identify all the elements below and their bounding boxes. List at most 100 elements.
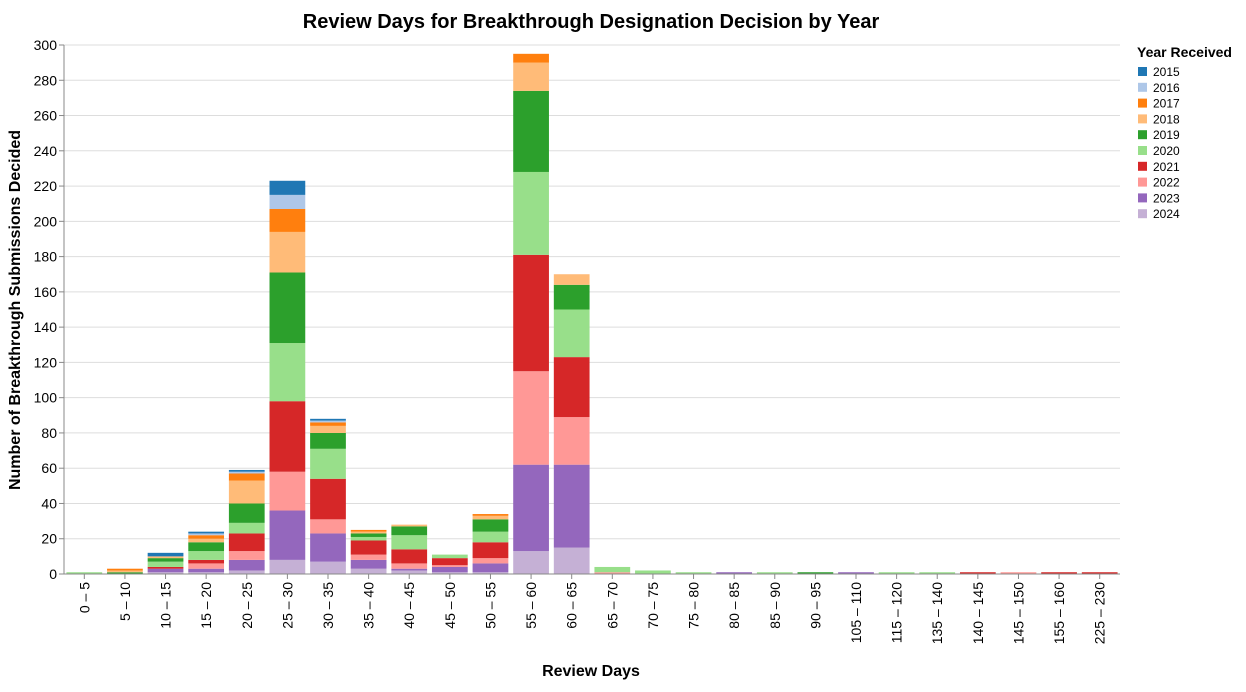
bar-segment-2015[interactable]: 30 – 35 | 2015: 1 — [310, 418, 346, 421]
bar-segment-2021[interactable]: 55 – 60 | 2021: 66 — [513, 254, 549, 372]
bar-segment-2021[interactable]: 30 – 35 | 2021: 23 — [310, 478, 346, 520]
bar-segment-2016[interactable]: 25 – 30 | 2016: 8 — [269, 194, 306, 209]
bar-segment-2023[interactable]: 80 – 85 | 2023: 1 — [716, 572, 753, 574]
bar-segment-2019[interactable]: 60 – 65 | 2019: 14 — [553, 284, 590, 310]
bar-segment-2017[interactable]: 35 – 40 | 2017: 1 — [350, 529, 387, 532]
bar-segment-2020[interactable]: 45 – 50 | 2020: 2 — [431, 554, 468, 559]
bar-segment-2018[interactable]: 20 – 25 | 2018: 13 — [228, 480, 265, 504]
bar-segment-2024[interactable]: 45 – 50 | 2024: 1 — [431, 572, 468, 574]
bar-segment-2023[interactable]: 45 – 50 | 2023: 3 — [431, 566, 468, 573]
bar-segment-2019[interactable]: 10 – 15 | 2019: 2 — [147, 558, 184, 562]
bar-segment-2021[interactable]: 35 – 40 | 2021: 8 — [350, 540, 387, 555]
bar-segment-2021[interactable]: 155 – 160 | 2021: 1 — [1041, 572, 1077, 574]
bar-segment-2024[interactable]: 15 – 20 | 2024: 1 — [188, 572, 225, 574]
bar-segment-2020[interactable]: 35 – 40 | 2020: 2 — [350, 536, 387, 541]
bar-segment-2020[interactable]: 50 – 55 | 2020: 6 — [472, 531, 509, 543]
bar-segment-2019[interactable]: 20 – 25 | 2019: 11 — [228, 503, 265, 523]
bar-segment-2024[interactable]: 30 – 35 | 2024: 7 — [310, 561, 346, 574]
bar-segment-2017[interactable]: 15 – 20 | 2017: 2 — [188, 535, 225, 539]
bar-segment-2017[interactable]: 55 – 60 | 2017: 5 — [513, 53, 549, 63]
bar-segment-2022[interactable]: 55 – 60 | 2022: 53 — [513, 371, 549, 465]
bar-segment-2017[interactable]: 30 – 35 | 2017: 2 — [310, 422, 346, 426]
bar-segment-2018[interactable]: 30 – 35 | 2018: 4 — [310, 425, 346, 433]
bar-segment-2019[interactable]: 35 – 40 | 2019: 2 — [350, 533, 387, 537]
bar-segment-2024[interactable]: 10 – 15 | 2024: 1 — [147, 572, 184, 574]
bar-segment-2019[interactable]: 55 – 60 | 2019: 46 — [513, 90, 549, 172]
bar-segment-2020[interactable]: 10 – 15 | 2020: 3 — [147, 561, 184, 567]
bar-segment-2018[interactable]: 35 – 40 | 2018: 1 — [350, 531, 387, 534]
bar-segment-2021[interactable]: 60 – 65 | 2021: 34 — [553, 357, 590, 418]
bar-segment-2016[interactable]: 30 – 35 | 2016: 1 — [310, 420, 346, 423]
bar-segment-2023[interactable]: 30 – 35 | 2023: 16 — [310, 533, 346, 562]
bar-segment-2022[interactable]: 145 – 150 | 2022: 1 — [1000, 572, 1037, 574]
bar-segment-2022[interactable]: 25 – 30 | 2022: 22 — [269, 471, 306, 511]
bar-segment-2024[interactable]: 40 – 45 | 2024: 2 — [391, 570, 428, 574]
bar-segment-2017[interactable]: 5 – 10 | 2017: 1 — [107, 568, 143, 571]
bar-segment-2023[interactable]: 40 – 45 | 2023: 1 — [391, 568, 428, 571]
bar-segment-2020[interactable]: 55 – 60 | 2020: 47 — [513, 171, 549, 255]
bar-segment-2019[interactable]: 15 – 20 | 2019: 5 — [188, 542, 225, 552]
bar-segment-2023[interactable]: 35 – 40 | 2023: 5 — [350, 559, 387, 569]
bar-segment-2023[interactable]: 15 – 20 | 2023: 2 — [188, 568, 225, 573]
bar-segment-2015[interactable]: 15 – 20 | 2015: 1 — [188, 531, 225, 534]
bar-segment-2022[interactable]: 40 – 45 | 2022: 3 — [391, 563, 428, 569]
bar-segment-2020[interactable]: 85 – 90 | 2020: 1 — [756, 572, 793, 574]
bar-segment-2023[interactable]: 105 – 110 | 2023: 1 — [838, 572, 874, 574]
bar-segment-2024[interactable]: 35 – 40 | 2024: 3 — [350, 568, 387, 574]
bar-segment-2020[interactable]: 30 – 35 | 2020: 17 — [310, 448, 346, 479]
bar-segment-2021[interactable]: 225 – 230 | 2021: 1 — [1081, 572, 1118, 574]
bar-segment-2023[interactable]: 20 – 25 | 2023: 6 — [228, 559, 265, 571]
bar-segment-2021[interactable]: 45 – 50 | 2021: 4 — [431, 558, 468, 566]
bar-segment-2017[interactable]: 20 – 25 | 2017: 4 — [228, 473, 265, 481]
bar-segment-2018[interactable]: 40 – 45 | 2018: 1 — [391, 524, 428, 527]
bar-segment-2015[interactable]: 25 – 30 | 2015: 8 — [269, 180, 306, 195]
bar-segment-2021[interactable]: 25 – 30 | 2021: 40 — [269, 401, 306, 472]
bar-segment-2022[interactable]: 15 – 20 | 2022: 3 — [188, 563, 225, 569]
bar-segment-2019[interactable]: 25 – 30 | 2019: 40 — [269, 272, 306, 344]
bar-segment-2020[interactable]: 115 – 120 | 2020: 1 — [878, 572, 915, 574]
bar-segment-2020[interactable]: 25 – 30 | 2020: 33 — [269, 343, 306, 402]
bar-segment-2021[interactable]: 140 – 145 | 2021: 1 — [959, 572, 996, 574]
bar-segment-2016[interactable]: 15 – 20 | 2016: 1 — [188, 533, 225, 536]
bar-segment-2020[interactable]: 65 – 70 | 2020: 3 — [594, 566, 631, 573]
bar-segment-2018[interactable]: 60 – 65 | 2018: 6 — [553, 274, 590, 285]
bar-segment-2022[interactable]: 45 – 50 | 2022: 1 — [431, 565, 468, 567]
bar-segment-2023[interactable]: 25 – 30 | 2023: 28 — [269, 510, 306, 560]
bar-segment-2022[interactable]: 35 – 40 | 2022: 3 — [350, 554, 387, 560]
bar-segment-2024[interactable]: 20 – 25 | 2024: 2 — [228, 570, 265, 574]
bar-segment-2020[interactable]: 60 – 65 | 2020: 27 — [553, 309, 590, 358]
bar-segment-2024[interactable]: 50 – 55 | 2024: 1 — [472, 572, 509, 574]
bar-segment-2019[interactable]: 90 – 95 | 2019: 1 — [797, 572, 834, 574]
bar-segment-2016[interactable]: 20 – 25 | 2016: 1 — [228, 471, 265, 474]
bar-segment-2021[interactable]: 15 – 20 | 2021: 2 — [188, 559, 225, 564]
bar-segment-2020[interactable]: 70 – 75 | 2020: 2 — [635, 570, 671, 574]
bar-segment-2020[interactable]: 40 – 45 | 2020: 8 — [391, 535, 428, 550]
bar-segment-2020[interactable]: 0 – 5 | 2020: 1 — [66, 572, 103, 574]
bar-segment-2024[interactable]: 60 – 65 | 2024: 15 — [553, 547, 590, 574]
bar-segment-2023[interactable]: 55 – 60 | 2023: 49 — [513, 464, 549, 552]
bar-segment-2018[interactable]: 15 – 20 | 2018: 2 — [188, 538, 225, 543]
bar-segment-2020[interactable]: 15 – 20 | 2020: 5 — [188, 551, 225, 560]
bar-segment-2023[interactable]: 10 – 15 | 2023: 2 — [147, 568, 184, 573]
bar-segment-2021[interactable]: 20 – 25 | 2021: 10 — [228, 533, 265, 552]
bar-segment-2021[interactable]: 10 – 15 | 2021: 1 — [147, 566, 184, 569]
bar-segment-2018[interactable]: 10 – 15 | 2018: 1 — [147, 556, 184, 559]
bar-segment-2018[interactable]: 50 – 55 | 2018: 2 — [472, 515, 509, 520]
bar-segment-2022[interactable]: 50 – 55 | 2022: 3 — [472, 558, 509, 564]
bar-segment-2022[interactable]: 60 – 65 | 2022: 27 — [553, 417, 590, 465]
bar-segment-2023[interactable]: 50 – 55 | 2023: 5 — [472, 563, 509, 573]
bar-segment-2021[interactable]: 50 – 55 | 2021: 9 — [472, 542, 509, 559]
bar-segment-2015[interactable]: 10 – 15 | 2015: 2 — [147, 552, 184, 557]
bar-segment-2023[interactable]: 60 – 65 | 2023: 47 — [553, 464, 590, 548]
bar-segment-2022[interactable]: 65 – 70 | 2022: 1 — [594, 572, 631, 574]
bar-segment-2024[interactable]: 55 – 60 | 2024: 13 — [513, 551, 549, 574]
bar-segment-2018[interactable]: 25 – 30 | 2018: 23 — [269, 231, 306, 273]
bar-segment-2022[interactable]: 30 – 35 | 2022: 8 — [310, 519, 346, 534]
bar-segment-2019[interactable]: 30 – 35 | 2019: 9 — [310, 432, 346, 449]
bar-segment-2018[interactable]: 55 – 60 | 2018: 16 — [513, 62, 549, 91]
bar-segment-2020[interactable]: 135 – 140 | 2020: 1 — [919, 572, 956, 574]
bar-segment-2024[interactable]: 25 – 30 | 2024: 8 — [269, 559, 306, 574]
bar-segment-2019[interactable]: 50 – 55 | 2019: 7 — [472, 519, 509, 532]
bar-segment-2015[interactable]: 20 – 25 | 2015: 1 — [228, 469, 265, 472]
bar-segment-2020[interactable]: 20 – 25 | 2020: 6 — [228, 522, 265, 534]
